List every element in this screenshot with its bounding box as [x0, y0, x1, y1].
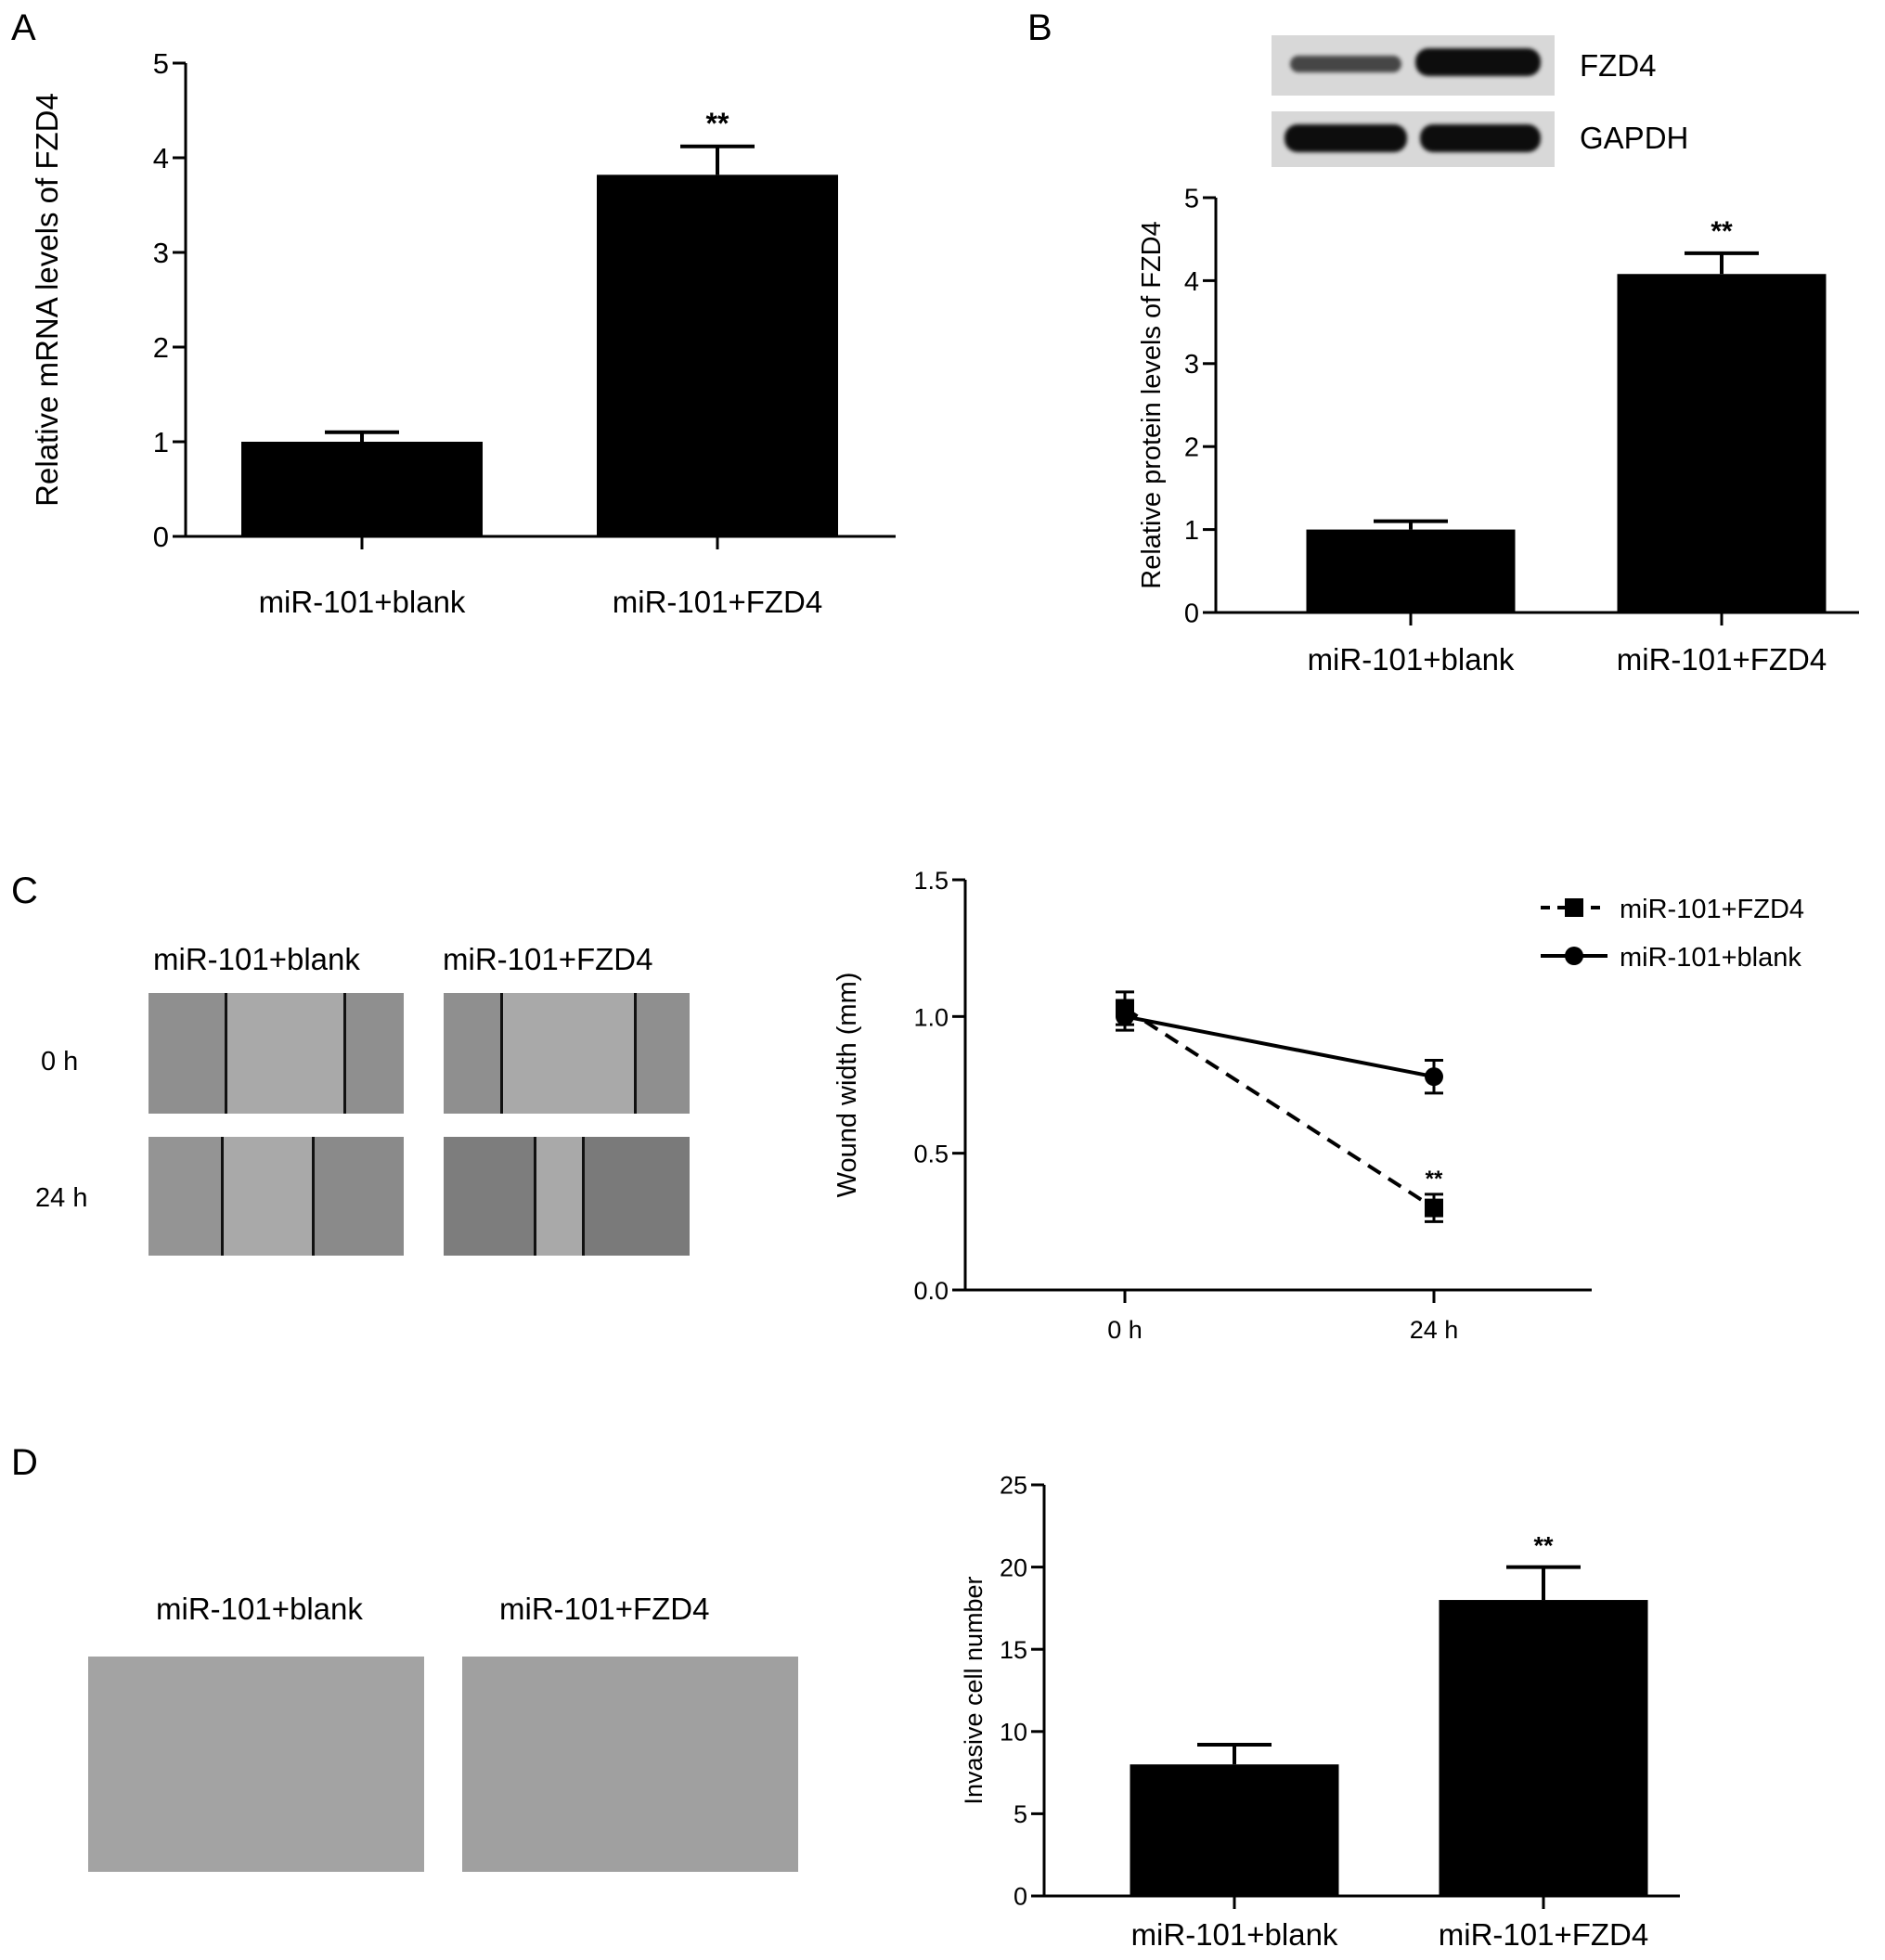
x-tick-label: 24 h — [1410, 1316, 1459, 1344]
y-axis-label: Wound width (mm) — [833, 973, 862, 1198]
bar — [241, 442, 483, 536]
bar — [597, 174, 838, 537]
panel-letter-a: A — [11, 7, 36, 48]
wound-image-fzd4-0h — [444, 993, 690, 1114]
y-tick-label: 1.5 — [913, 867, 949, 895]
blot-strip-gapdh — [1272, 111, 1555, 167]
y-tick-label: 0 — [1014, 1883, 1027, 1911]
significance-label: ** — [1711, 216, 1733, 247]
series-line — [1123, 1006, 1436, 1210]
x-tick-label: 0 h — [1107, 1316, 1143, 1344]
wound-edge-line — [343, 993, 346, 1114]
series-line — [1124, 1014, 1435, 1079]
wound-edge-line — [634, 993, 637, 1114]
data-point-square — [1425, 1198, 1443, 1218]
y-tick-label: 4 — [1184, 267, 1199, 297]
x-tick-label: miR-101+blank — [1131, 1917, 1338, 1952]
legend-label: miR-101+FZD4 — [1620, 895, 1804, 924]
y-tick-label: 0 — [153, 521, 169, 553]
data-point-circle — [1425, 1067, 1443, 1087]
y-tick-label: 0 — [1184, 599, 1199, 628]
chart-c: 0.0 0.5 1.0 1.5 0 h 24 h ** Wound width (mm) miR… — [833, 867, 1804, 1344]
chart-a: 0 1 2 3 4 5 miR-101+blank miR-101+FZD4 ** Relativ… — [30, 47, 896, 619]
invasion-image-fzd4 — [462, 1657, 798, 1872]
invasion-label-blank: miR-101+blank — [156, 1592, 363, 1626]
bar — [1306, 529, 1516, 612]
bar — [1130, 1764, 1339, 1896]
blot-band-fzd4-lane2 — [1415, 48, 1541, 76]
panel-letter-d: D — [11, 1442, 38, 1483]
y-tick-label: 2 — [1184, 433, 1199, 463]
wound-edge-line — [312, 1137, 315, 1256]
panel-letter-c: C — [11, 870, 38, 911]
western-blot — [1272, 35, 1555, 170]
x-tick-label: miR-101+blank — [1308, 642, 1515, 677]
blot-band-gapdh-lane2 — [1420, 124, 1541, 152]
legend-label: miR-101+blank — [1620, 943, 1801, 973]
wound-image-blank-0h — [148, 993, 404, 1114]
bar — [1617, 274, 1827, 612]
blot-label-gapdh: GAPDH — [1580, 121, 1689, 155]
wound-row-label-0h: 0 h — [41, 1047, 79, 1077]
wound-edge-line — [221, 1137, 224, 1256]
y-tick-label: 3 — [1184, 350, 1199, 380]
blot-label-fzd4: FZD4 — [1580, 48, 1657, 83]
x-tick-label: miR-101+FZD4 — [1439, 1917, 1648, 1952]
y-tick-label: 20 — [1000, 1554, 1027, 1581]
panel-letter-b: B — [1027, 7, 1052, 48]
y-tick-label: 0.0 — [913, 1277, 949, 1305]
y-tick-label: 1 — [153, 426, 169, 458]
y-tick-label: 4 — [153, 142, 169, 174]
x-tick-label: miR-101+FZD4 — [1617, 642, 1827, 677]
x-tick-label: miR-101+blank — [259, 585, 466, 619]
wound-edge-line — [500, 993, 503, 1114]
wound-image-fzd4-24h — [444, 1137, 690, 1256]
y-tick-label: 5 — [153, 47, 169, 80]
significance-label: ** — [706, 107, 729, 140]
y-tick-label: 5 — [1184, 184, 1199, 213]
data-point-circle — [1116, 1007, 1134, 1026]
wound-edge-line — [582, 1137, 585, 1256]
y-tick-label: 0.5 — [913, 1141, 949, 1168]
invasion-label-fzd4: miR-101+FZD4 — [499, 1592, 710, 1626]
invasion-image-blank — [88, 1657, 424, 1872]
blot-band-gapdh-lane1 — [1285, 124, 1407, 152]
blot-strip-fzd4 — [1272, 35, 1555, 96]
chart-b: 0 1 2 3 4 5 miR-101+blank miR-101+FZD4 ** Relativ… — [1137, 184, 1859, 677]
y-tick-label: 1 — [1184, 516, 1199, 546]
y-tick-label: 25 — [1000, 1472, 1027, 1500]
y-axis-label: Relative mRNA levels of FZD4 — [30, 93, 64, 507]
wound-edge-line — [225, 993, 227, 1114]
y-tick-label: 10 — [1000, 1719, 1027, 1747]
significance-label: ** — [1533, 1532, 1554, 1560]
chart-d: 0 5 10 15 20 25 miR-101+blank miR-101+FZD4 ** Inv… — [960, 1472, 1680, 1952]
legend-marker-square — [1565, 898, 1583, 917]
y-tick-label: 3 — [153, 237, 169, 269]
y-tick-label: 5 — [1014, 1800, 1027, 1828]
wound-edge-line — [534, 1137, 536, 1256]
y-tick-label: 1.0 — [913, 1003, 949, 1031]
y-tick-label: 2 — [153, 331, 169, 364]
y-axis-label: Invasive cell number — [960, 1576, 988, 1804]
wound-col-label-blank: miR-101+blank — [153, 942, 360, 976]
y-tick-label: 15 — [1000, 1636, 1027, 1664]
wound-col-label-fzd4: miR-101+FZD4 — [443, 942, 653, 976]
wound-row-label-24h: 24 h — [35, 1183, 88, 1213]
bar — [1439, 1600, 1648, 1896]
x-tick-label: miR-101+FZD4 — [613, 585, 822, 619]
blot-band-fzd4-lane1 — [1290, 56, 1401, 72]
y-axis-label: Relative protein levels of FZD4 — [1137, 221, 1167, 589]
significance-label: ** — [1426, 1167, 1443, 1192]
wound-image-blank-24h — [148, 1137, 404, 1256]
legend-marker-circle — [1565, 947, 1583, 965]
